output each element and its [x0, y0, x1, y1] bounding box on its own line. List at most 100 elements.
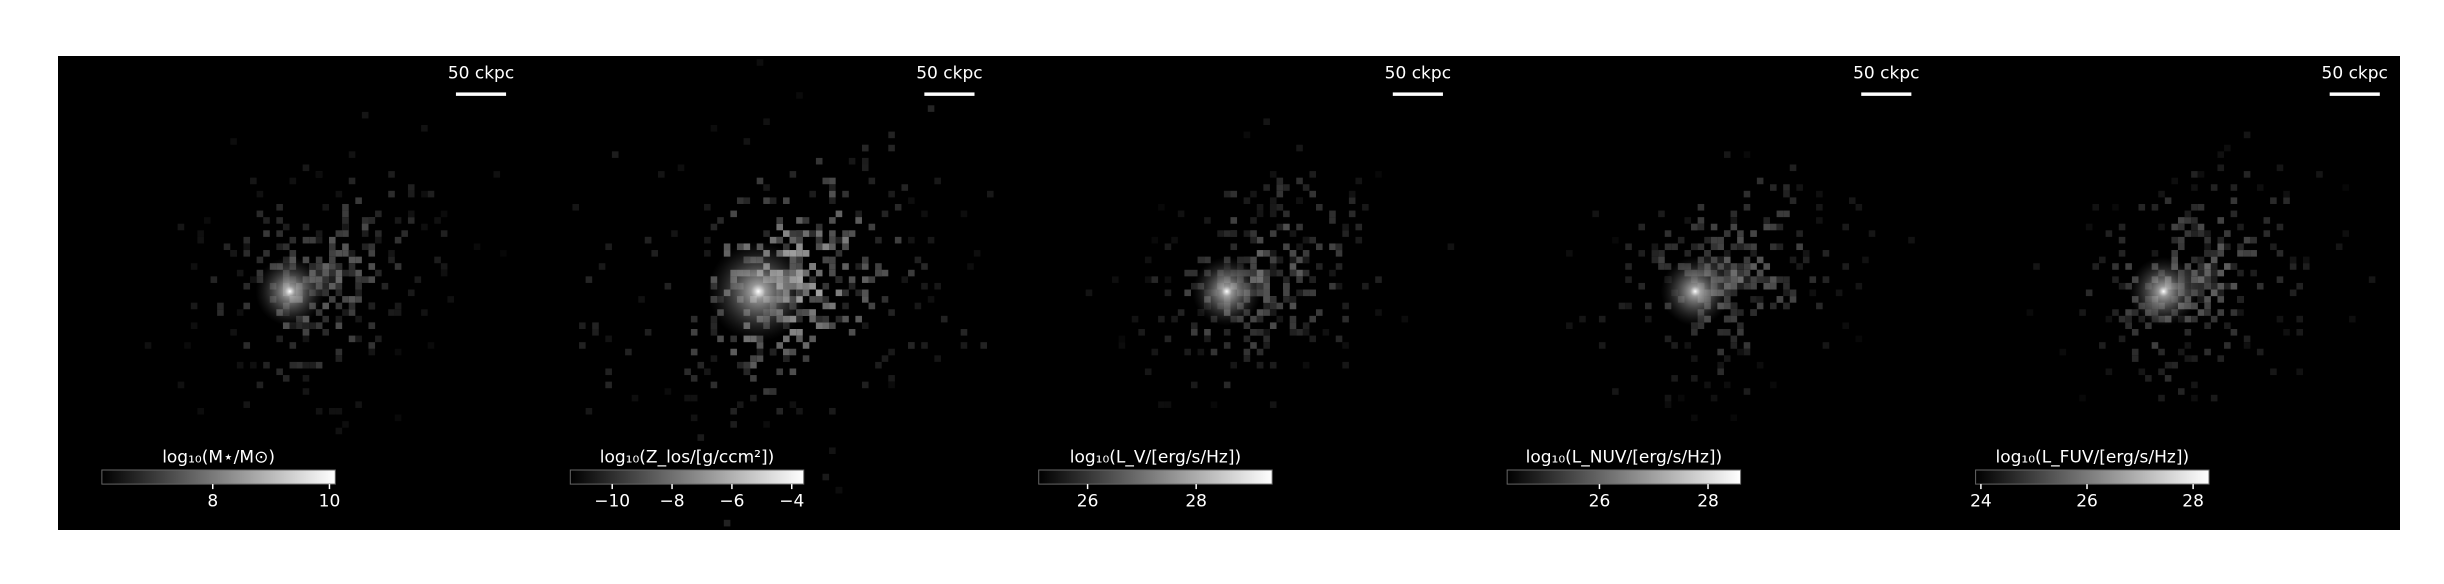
image-pixel — [1256, 276, 1264, 283]
image-pixel — [1217, 230, 1224, 237]
image-pixel — [1789, 256, 1797, 264]
image-pixel — [348, 269, 356, 277]
image-pixel — [2230, 329, 2238, 336]
image-pixel — [243, 401, 251, 408]
image-pixel — [1743, 203, 1751, 211]
image-pixel — [1730, 210, 1738, 218]
image-pixel — [315, 256, 323, 264]
image-pixel — [421, 223, 428, 231]
image-pixel — [2217, 250, 2225, 257]
image-pixel — [335, 250, 343, 257]
image-pixel — [1250, 190, 1257, 198]
image-pixel — [875, 361, 882, 369]
image-pixel — [2177, 348, 2185, 356]
image-pixel — [743, 197, 751, 204]
image-pixel — [190, 302, 198, 310]
image-pixel — [1256, 269, 1264, 277]
image-pixel — [763, 197, 770, 204]
image-pixel — [2191, 315, 2198, 323]
image-pixel — [1289, 256, 1297, 264]
image-pixel — [329, 296, 336, 303]
image-pixel — [335, 263, 343, 270]
image-pixel — [776, 368, 784, 376]
image-pixel — [776, 223, 784, 231]
image-pixel — [355, 401, 362, 408]
image-pixel — [1283, 243, 1290, 251]
image-pixel — [394, 263, 402, 270]
image-pixel — [1171, 315, 1178, 323]
image-pixel — [1730, 315, 1738, 323]
image-pixel — [375, 230, 382, 237]
image-pixel — [835, 210, 843, 218]
image-pixel — [1296, 329, 1303, 336]
image-pixel — [282, 322, 290, 329]
image-pixel — [2256, 348, 2264, 356]
image-pixel — [1756, 256, 1764, 264]
image-pixel — [2250, 269, 2257, 277]
image-pixel — [2204, 282, 2211, 290]
image-pixel — [2197, 282, 2205, 290]
image-pixel — [658, 171, 665, 178]
image-pixel — [302, 335, 310, 343]
colorbar — [1975, 469, 2210, 485]
image-pixel — [2158, 223, 2165, 231]
image-pixel — [1796, 184, 1803, 191]
image-pixel — [2177, 388, 2185, 395]
image-pixel — [888, 144, 895, 152]
image-pixel — [348, 302, 356, 310]
image-pixel — [605, 368, 612, 376]
image-pixel — [2131, 309, 2139, 316]
image-pixel — [1302, 269, 1310, 277]
image-pixel — [875, 269, 882, 277]
image-pixel — [796, 236, 803, 244]
image-pixel — [250, 276, 257, 283]
image-pixel — [335, 269, 343, 277]
image-pixel — [210, 276, 218, 283]
image-pixel — [1164, 289, 1172, 297]
image-pixel — [789, 171, 797, 178]
image-pixel — [243, 236, 251, 244]
image-pixel — [2184, 342, 2192, 349]
image-pixel — [2118, 335, 2126, 343]
image-pixel — [440, 263, 448, 270]
image-pixel — [829, 177, 836, 185]
image-pixel — [407, 210, 415, 218]
image-pixel — [1743, 151, 1751, 158]
image-pixel — [1243, 335, 1251, 343]
image-pixel — [861, 263, 869, 270]
image-pixel — [1283, 184, 1290, 191]
image-pixel — [2118, 236, 2126, 244]
image-pixel — [243, 282, 251, 290]
image-pixel — [1283, 282, 1290, 290]
image-pixel — [829, 407, 836, 415]
image-pixel — [282, 223, 290, 231]
image-pixel — [1269, 401, 1277, 408]
image-pixel — [1283, 210, 1290, 218]
image-pixel — [1204, 335, 1211, 343]
image-pixel — [2138, 315, 2146, 323]
image-pixel — [2197, 269, 2205, 277]
image-pixel — [1250, 230, 1257, 237]
image-pixel — [809, 190, 816, 198]
image-pixel — [802, 309, 810, 316]
image-pixel — [1684, 217, 1692, 224]
image-pixel — [1598, 342, 1606, 349]
image-pixel — [329, 256, 336, 264]
image-pixel — [1197, 348, 1205, 356]
image-pixel — [348, 256, 356, 264]
image-pixel — [348, 177, 356, 185]
image-pixel — [263, 250, 270, 257]
image-pixel — [2105, 230, 2113, 237]
image-pixel — [1289, 250, 1297, 257]
image-pixel — [2118, 223, 2126, 231]
image-pixel — [230, 329, 237, 336]
image-pixel — [2276, 276, 2284, 283]
image-pixel — [1776, 296, 1784, 303]
image-pixel — [335, 230, 343, 237]
image-pixel — [2197, 223, 2205, 231]
image-pixel — [394, 236, 402, 244]
colorbar-label: log₁₀(L_FUV/[erg/s/Hz]) — [1996, 447, 2190, 467]
image-pixel — [1362, 203, 1369, 211]
image-pixel — [322, 289, 329, 297]
image-pixel — [1776, 223, 1784, 231]
